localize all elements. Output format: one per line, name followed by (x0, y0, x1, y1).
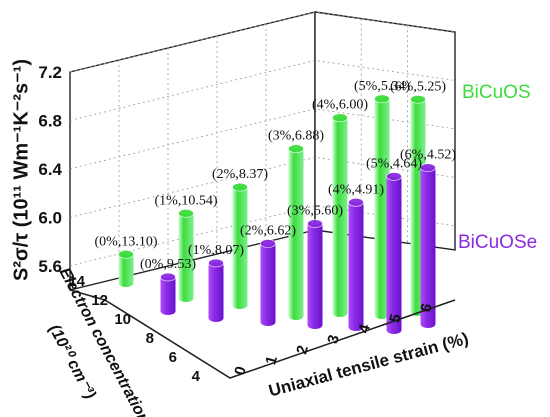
bicuose-data-label: (3%,5.60) (287, 204, 343, 219)
bicuose-data-label: (1%,8.07) (188, 243, 244, 258)
y-tick-label: 7.2 (38, 63, 62, 82)
floor-edge-front (104, 299, 456, 379)
bicuose-bar-base (420, 320, 436, 328)
y-tick-label: 6.4 (38, 160, 62, 179)
bicuos-bar-base (332, 309, 348, 317)
floor-edge-depth (69, 289, 106, 301)
y-gridline (69, 205, 456, 267)
bicuos-bar-base (118, 279, 134, 287)
bicuose-data-label: (4%,4.91) (328, 182, 384, 197)
bicuos-bar-top (374, 94, 390, 104)
bicuose-data-label: (5%,4.64) (366, 156, 422, 171)
bicuos-data-label: (1%,10.54) (155, 193, 218, 208)
bicuose-bar-top (307, 219, 323, 228)
bars (118, 94, 436, 334)
bicuose-bar-top (386, 172, 402, 181)
bicuos-bar-top (288, 144, 304, 154)
bicuos-bar-base (374, 311, 390, 319)
depth-tick-label: 4 (192, 368, 201, 385)
depth-tick-label: 8 (146, 330, 154, 347)
x-tick-label: 1 (262, 354, 281, 366)
x-axis-title: Uniaxial tensile strain (%) (267, 329, 471, 401)
bicuos-bar (178, 213, 194, 298)
bicuose-bar-top (348, 198, 364, 207)
bicuose-data-label: (2%,6.62) (240, 224, 296, 239)
data-labels: (0%,13.10) (1%,10.54) (2%,8.37) (3%,6.88) (4… (95, 79, 457, 272)
depth-tick-label: 12 (91, 292, 108, 309)
bicuose-bar (208, 263, 224, 318)
bicuos-data-label: (2%,8.37) (212, 167, 268, 182)
bicuose-bar (307, 223, 323, 325)
bicuose-data-label: (0%,9.53) (140, 257, 196, 272)
bicuose-bar-top (260, 239, 276, 248)
bicuos-bar-top (410, 95, 426, 104)
bicuose-bar (386, 176, 402, 330)
y-axis-title: S²σ/τ (10¹¹ Wm⁻¹K⁻²s⁻¹) (10, 59, 32, 281)
bicuos-data-label: (6%,5.25) (390, 79, 446, 94)
bicuose-bar-base (260, 318, 276, 326)
bicuos-bar (332, 117, 348, 313)
y-gridline (69, 60, 456, 121)
depth-tick-label: 10 (114, 311, 131, 328)
bicuos-bar-top (178, 208, 194, 218)
bicuose-bar-base (386, 326, 402, 334)
bicuose-bar (260, 243, 276, 322)
bicuos-bar (288, 148, 304, 316)
bicuose-bar (348, 202, 364, 327)
bicuos-bar (374, 98, 390, 315)
bicuose-bar (420, 167, 436, 324)
bicuos-data-label: (3%,6.88) (268, 129, 324, 144)
bicuos-bar-top (332, 113, 348, 123)
bicuose-bar-base (348, 323, 364, 331)
x-tick-label: 2 (293, 344, 312, 356)
bicuos-bar-top (118, 250, 134, 259)
bicuose-bar-top (208, 258, 224, 268)
bicuos-bar (232, 187, 248, 305)
bicuose-bar-base (160, 307, 176, 315)
bicuose-data-label: (6%,4.52) (400, 148, 456, 163)
y-tick-label: 5.6 (38, 257, 62, 276)
bicuose-bar-top (420, 163, 436, 172)
bicuose-bar-top (160, 272, 176, 282)
x-tick-label: 0 (231, 365, 250, 377)
bicuos-bar (118, 254, 134, 283)
depth-tick-label: 14 (68, 273, 85, 290)
bicuose-bar-base (208, 314, 224, 322)
bicuos-bar-base (288, 312, 304, 320)
bicuos-bar-top (232, 182, 248, 192)
bicuos-bar-base (232, 301, 248, 309)
depth-tick-label: 6 (169, 349, 177, 366)
bicuos-data-label: (0%,13.10) (95, 234, 158, 249)
bicuose-bar (160, 277, 176, 311)
bicuos-data-label: (4%,6.00) (312, 98, 368, 113)
y-tick-label: 6.8 (38, 111, 62, 130)
bicuos-bar-base (178, 294, 194, 302)
y-gridline (69, 11, 456, 73)
y-gridline (69, 108, 456, 170)
bicuose-bar-base (307, 321, 323, 329)
y-tick-label: 6.0 (38, 208, 62, 227)
bicuos-data-label: (5%,5.34) (354, 79, 410, 94)
legend-bicuos: BiCuOS (462, 82, 531, 103)
legend-bicuose: BiCuOSe (458, 232, 537, 253)
y-gridline (69, 156, 456, 218)
